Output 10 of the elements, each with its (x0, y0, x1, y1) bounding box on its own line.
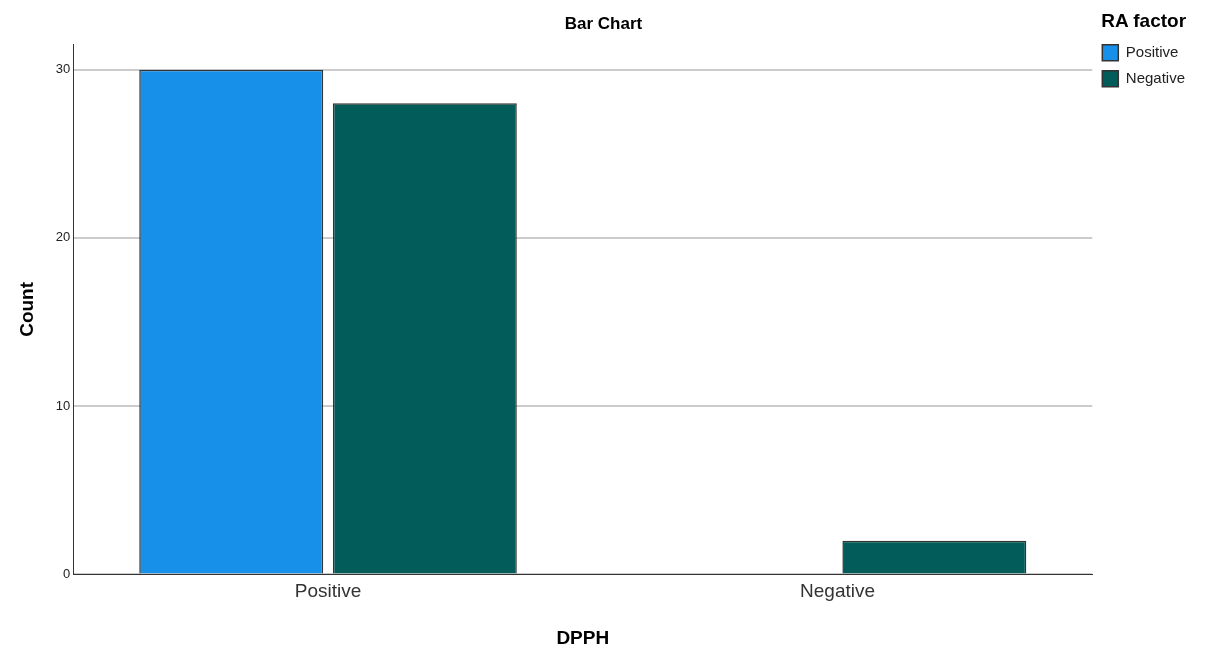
legend-label: Positive (1125, 42, 1179, 60)
y-tick-label: 0 (63, 565, 71, 581)
x-axis-title: DPPH (556, 626, 610, 648)
chart-title: Bar Chart (564, 13, 643, 33)
legend-title: RA factor (1101, 9, 1187, 31)
y-axis-title: Count (15, 281, 37, 337)
legend-label: Negative (1125, 68, 1185, 86)
y-tick-label: 20 (55, 229, 71, 245)
y-tick-label: 10 (55, 397, 71, 413)
y-tick-label: 30 (55, 61, 71, 77)
